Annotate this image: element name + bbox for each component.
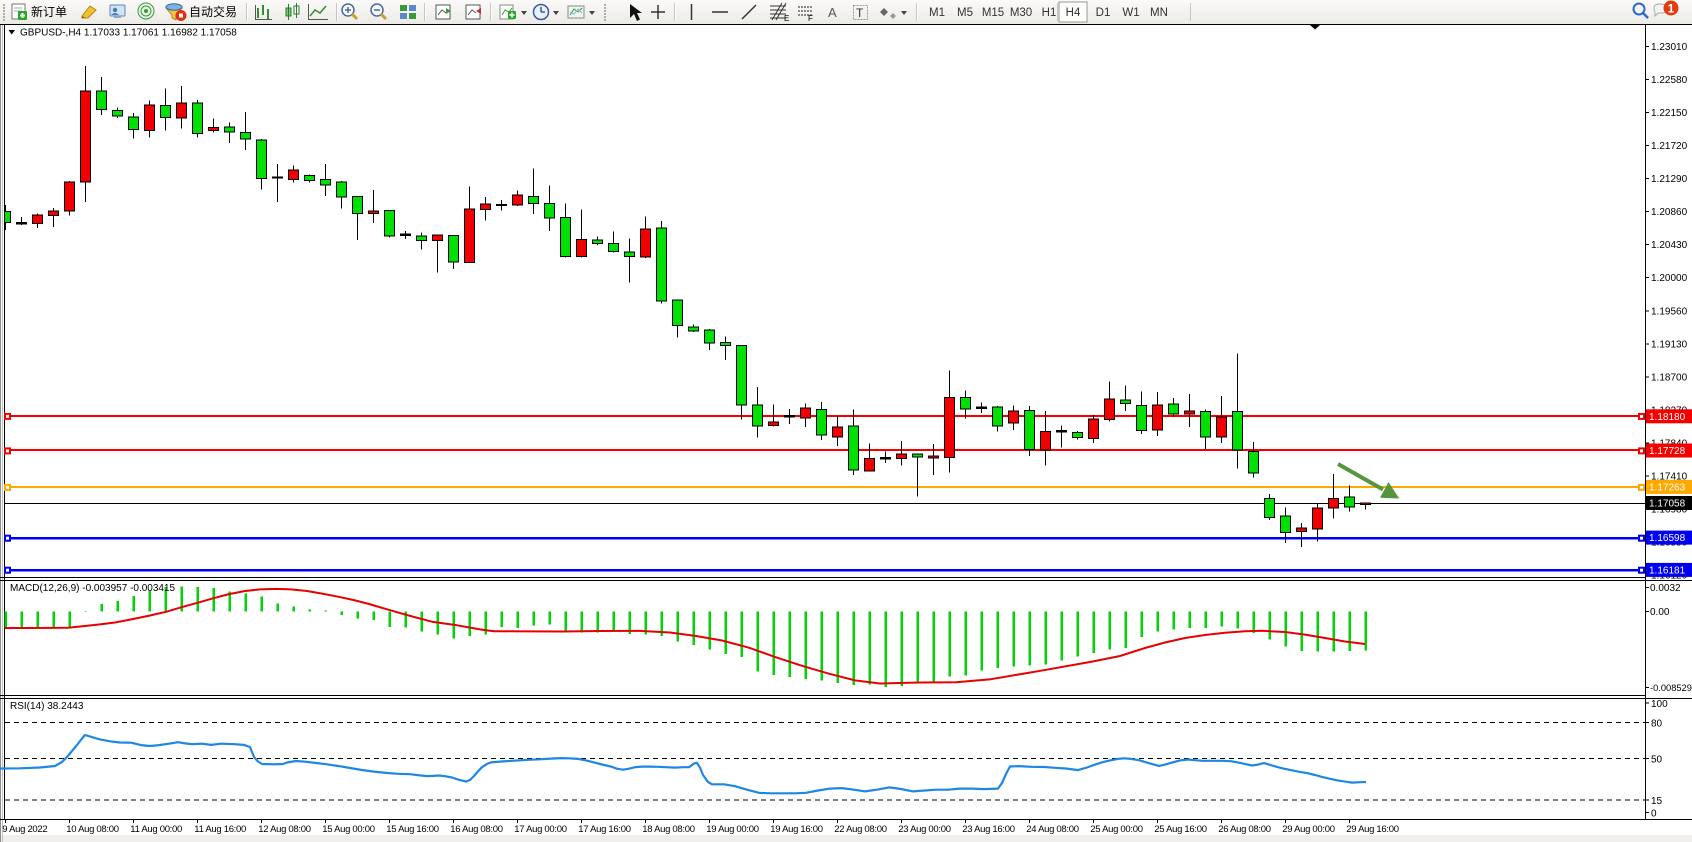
svg-text:17 Aug 16:00: 17 Aug 16:00 [578,824,630,835]
svg-text:H4: H4 [1066,7,1081,19]
svg-text:29 Aug 16:00: 29 Aug 16:00 [1346,824,1398,835]
svg-text:MACD(12,26,9) -0.003957 -0.003: MACD(12,26,9) -0.003957 -0.003415 [10,583,176,594]
svg-text:MN: MN [1150,7,1168,19]
svg-text:10 Aug 08:00: 10 Aug 08:00 [66,824,118,835]
svg-text:F: F [808,14,813,23]
svg-text:新订单: 新订单 [31,4,67,19]
svg-text:1.22150: 1.22150 [1651,108,1688,119]
svg-text:1.19130: 1.19130 [1651,340,1688,351]
svg-text:1.18180: 1.18180 [1649,412,1686,423]
svg-text:29 Aug 00:00: 29 Aug 00:00 [1282,824,1334,835]
svg-text:25 Aug 00:00: 25 Aug 00:00 [1090,824,1142,835]
svg-text:1.16181: 1.16181 [1649,565,1686,576]
svg-text:1.21720: 1.21720 [1651,141,1688,152]
svg-text:-0.008529: -0.008529 [1650,683,1692,693]
svg-text:100: 100 [1651,699,1668,710]
svg-text:1.19560: 1.19560 [1651,307,1688,318]
svg-text:1.16598: 1.16598 [1649,533,1686,544]
svg-text:1.22580: 1.22580 [1651,75,1688,86]
svg-text:RSI(14) 38.2443: RSI(14) 38.2443 [10,701,84,712]
svg-text:1: 1 [1668,2,1675,16]
svg-text:W1: W1 [1122,7,1139,19]
svg-text:M30: M30 [1010,7,1032,19]
svg-text:GBPUSD-,H4 1.17033 1.17061 1.: GBPUSD-,H4 1.17033 1.17061 1.16982 1.170… [20,28,237,39]
svg-text:0: 0 [1651,808,1657,819]
svg-text:1.20860: 1.20860 [1651,207,1688,218]
svg-text:24 Aug 08:00: 24 Aug 08:00 [1026,824,1078,835]
svg-text:H1: H1 [1042,7,1057,19]
svg-text:1.20000: 1.20000 [1651,273,1688,284]
svg-text:9 Aug 2022: 9 Aug 2022 [2,824,47,835]
svg-text:1.20430: 1.20430 [1651,240,1688,251]
svg-text:12 Aug 08:00: 12 Aug 08:00 [258,824,310,835]
svg-text:0.00: 0.00 [1650,607,1670,618]
svg-text:80: 80 [1651,718,1663,729]
svg-text:15: 15 [1651,796,1663,807]
svg-text:25 Aug 16:00: 25 Aug 16:00 [1154,824,1206,835]
svg-text:15 Aug 16:00: 15 Aug 16:00 [386,824,438,835]
svg-text:23 Aug 16:00: 23 Aug 16:00 [962,824,1014,835]
svg-text:M5: M5 [957,7,973,19]
svg-text:11 Aug 16:00: 11 Aug 16:00 [194,824,246,835]
svg-text:1.16980: 1.16980 [1651,505,1688,516]
svg-text:18 Aug 08:00: 18 Aug 08:00 [642,824,694,835]
svg-text:50: 50 [1651,755,1663,766]
svg-text:19 Aug 16:00: 19 Aug 16:00 [770,824,822,835]
svg-text:E: E [784,14,789,23]
svg-text:D1: D1 [1096,7,1111,19]
svg-text:M15: M15 [982,7,1004,19]
svg-text:A: A [828,5,837,20]
svg-text:26 Aug 08:00: 26 Aug 08:00 [1218,824,1270,835]
svg-text:1.18700: 1.18700 [1651,373,1688,384]
svg-text:19 Aug 00:00: 19 Aug 00:00 [706,824,758,835]
svg-text:1.21290: 1.21290 [1651,174,1688,185]
svg-text:0.0032: 0.0032 [1650,583,1681,594]
svg-text:23 Aug 00:00: 23 Aug 00:00 [898,824,950,835]
svg-text:15 Aug 00:00: 15 Aug 00:00 [322,824,374,835]
svg-text:M1: M1 [929,7,945,19]
svg-text:1.17728: 1.17728 [1649,446,1686,457]
svg-text:17 Aug 00:00: 17 Aug 00:00 [514,824,566,835]
svg-text:自动交易: 自动交易 [189,4,237,19]
svg-text:1.17263: 1.17263 [1649,482,1686,493]
svg-text:22 Aug 08:00: 22 Aug 08:00 [834,824,886,835]
svg-text:16 Aug 08:00: 16 Aug 08:00 [450,824,502,835]
svg-text:1.23010: 1.23010 [1651,42,1688,53]
svg-text:1.17058: 1.17058 [1649,499,1686,510]
svg-text:11 Aug 00:00: 11 Aug 00:00 [130,824,182,835]
svg-text:1.17410: 1.17410 [1651,472,1688,483]
svg-text:T: T [856,6,864,20]
